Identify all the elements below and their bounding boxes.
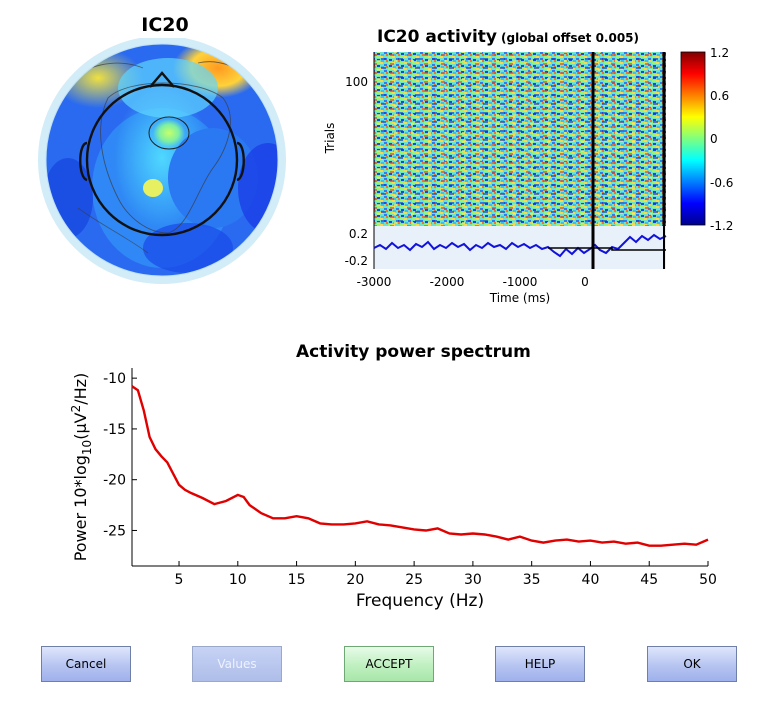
time-tick: -1000 — [503, 275, 538, 289]
erpimage-panel: Trials 100 0.2 -0.2 -3000 -2000 -1000 0 … — [323, 46, 733, 305]
colorbar-tick: -1.2 — [710, 219, 733, 233]
y-tick-label: -15 — [103, 422, 126, 438]
erp-tick-lower: -0.2 — [345, 254, 368, 268]
x-tick-label: 50 — [699, 572, 717, 588]
x-tick-label: 10 — [229, 572, 247, 588]
cancel-button[interactable]: Cancel — [41, 646, 131, 682]
colorbar-tick: -0.6 — [710, 176, 733, 190]
head-outline — [85, 83, 239, 237]
erpimage-title-main: IC20 activity — [377, 27, 497, 47]
erp-trace-panel — [374, 226, 666, 269]
x-ticks: 5 10 15 20 25 30 35 40 45 50 — [175, 561, 717, 588]
erp-tick-upper: 0.2 — [349, 227, 368, 241]
colorbar-tick: 0.6 — [710, 89, 729, 103]
spectrum-title: Activity power spectrum — [296, 342, 531, 362]
time-tick: 0 — [581, 275, 589, 289]
x-tick-label: 35 — [523, 572, 541, 588]
erpimage-ytick: 100 — [345, 75, 368, 89]
right-ear-outline — [236, 141, 245, 182]
ylabel-end: /Hz) — [71, 373, 90, 405]
time-axis-label: Time (ms) — [489, 291, 551, 305]
ylabel-main: Power 10*log — [71, 455, 90, 561]
x-tick-label: 20 — [346, 572, 364, 588]
erp-trace-line — [373, 233, 667, 258]
ok-button[interactable]: OK — [647, 646, 737, 682]
time-tick: -2000 — [430, 275, 465, 289]
y-tick-label: -20 — [103, 473, 126, 489]
colorbar-tick: 1.2 — [710, 46, 729, 60]
y-tick-label: -10 — [103, 371, 126, 387]
nose-outline — [149, 71, 175, 88]
x-tick-label: 25 — [405, 572, 423, 588]
spectrum-ylabel: Power 10*log10(μV2/Hz) — [69, 373, 94, 562]
erpimage-ylabel: Trials — [323, 123, 337, 155]
x-tick-label: 45 — [640, 572, 658, 588]
left-ear-outline — [79, 141, 88, 182]
x-tick-label: 40 — [582, 572, 600, 588]
help-button[interactable]: HELP — [495, 646, 585, 682]
x-tick-label: 5 — [175, 572, 184, 588]
colorbar — [680, 51, 706, 226]
ylabel-rest: (μV — [71, 412, 90, 439]
erpimage-title: IC20 activity (global offset 0.005) — [377, 27, 639, 47]
spectrum-series-line — [131, 385, 709, 547]
x-tick-label: 30 — [464, 572, 482, 588]
spectrum-xlabel: Frequency (Hz) — [356, 591, 484, 611]
scalp-topomap — [38, 38, 286, 284]
ylabel-superscript: 2 — [69, 405, 83, 413]
time-tick: -3000 — [357, 275, 392, 289]
erpimage-subtitle: (global offset 0.005) — [501, 31, 640, 45]
values-button[interactable]: Values — [192, 646, 282, 682]
ylabel-subscript: 10 — [80, 440, 94, 455]
accept-button[interactable]: ACCEPT — [344, 646, 434, 682]
spectrum-chart: 5 10 15 20 25 30 35 40 45 50 -10 -15 -20 -25 Frequen… — [69, 368, 717, 611]
x-tick-label: 15 — [288, 572, 306, 588]
colorbar-tick: 0 — [710, 132, 718, 146]
y-ticks: -10 -15 -20 -25 — [103, 371, 137, 539]
y-tick-label: -25 — [103, 523, 126, 539]
topomap-title: IC20 — [141, 14, 189, 36]
